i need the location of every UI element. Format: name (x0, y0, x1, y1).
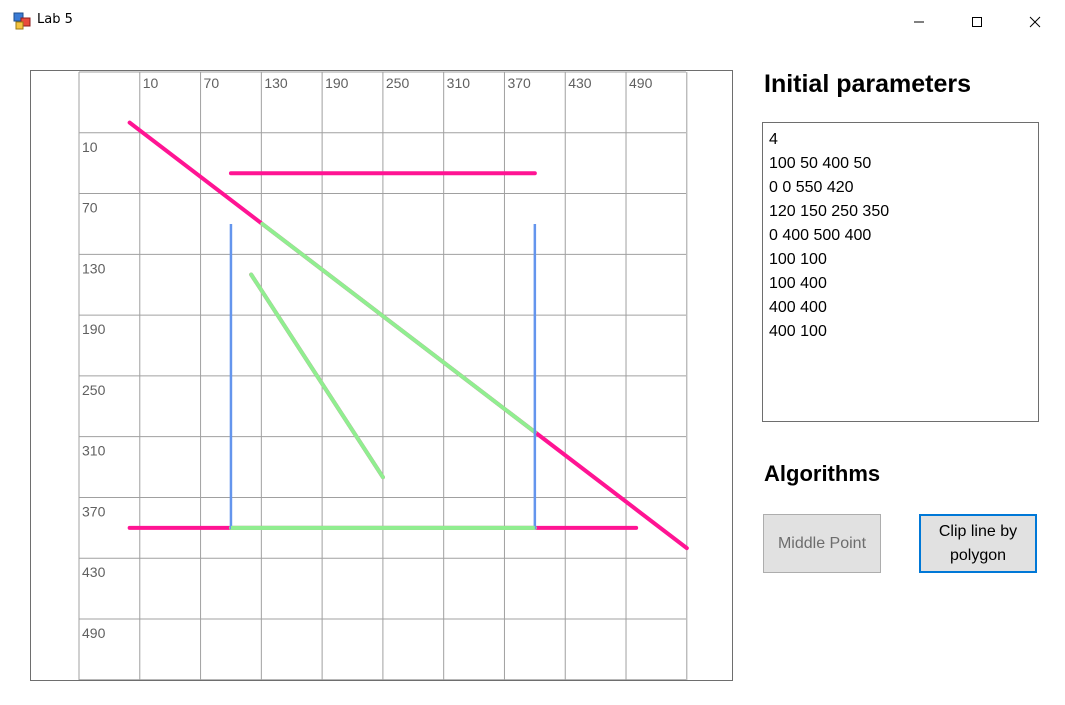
x-tick-label: 430 (568, 75, 592, 91)
initial-parameters-heading: Initial parameters (764, 70, 972, 98)
x-tick-label: 310 (447, 75, 471, 91)
clip-line-by-polygon-button[interactable]: Clip line by polygon (919, 514, 1037, 573)
title-bar: Lab 5 (0, 0, 1065, 44)
x-tick-label: 130 (264, 75, 288, 91)
minimize-icon (914, 21, 924, 23)
parameter-line: 120 150 250 350 (769, 203, 890, 220)
minimize-button[interactable] (890, 0, 948, 44)
app-icon (13, 12, 31, 30)
y-tick-label: 130 (82, 260, 106, 276)
parameters-textbox[interactable]: 4 100 50 400 50 0 0 550 420 120 150 250 350… (762, 122, 1039, 422)
clip-label: Clip line by polygon (938, 522, 1018, 564)
x-tick-label: 70 (204, 75, 220, 91)
y-tick-label: 10 (82, 139, 98, 155)
parameter-line: 4 (769, 131, 778, 148)
parameter-line: 400 400 (769, 299, 827, 316)
y-tick-label: 370 (82, 503, 106, 519)
parameter-line: 100 100 (769, 251, 827, 268)
algorithms-heading: Algorithms (764, 461, 881, 486)
parameter-line: 0 400 500 400 (769, 227, 872, 244)
y-tick-label: 70 (82, 200, 98, 216)
x-tick-label: 190 (325, 75, 349, 91)
maximize-icon (972, 17, 982, 27)
clipping-plot: 10 70 130 190 250 310 370 430 490 10 70 130 190 250 31… (78, 71, 689, 680)
middle-point-label: Middle Point (777, 534, 867, 552)
parameter-line: 0 0 550 420 (769, 179, 854, 196)
middle-point-button[interactable]: Middle Point (763, 514, 881, 573)
y-tick-label: 310 (82, 443, 106, 459)
x-tick-label: 250 (386, 75, 410, 91)
drawing-canvas: 10 70 130 190 250 310 370 430 490 10 70 130 190 250 31… (30, 70, 733, 681)
x-tick-label: 490 (629, 75, 653, 91)
close-icon (1029, 16, 1041, 28)
y-tick-label: 250 (82, 382, 106, 398)
window-title: Lab 5 (37, 12, 73, 27)
x-tick-label: 10 (143, 75, 159, 91)
y-tick-label: 190 (82, 321, 106, 337)
maximize-button[interactable] (948, 0, 1006, 44)
y-tick-label: 430 (82, 564, 106, 580)
clipped-segment (249, 272, 385, 480)
y-tick-label: 490 (82, 625, 106, 641)
parameter-line: 100 50 400 50 (769, 155, 872, 172)
x-tick-label: 370 (507, 75, 531, 91)
parameter-line: 100 400 (769, 275, 827, 292)
clipped-segment (260, 221, 537, 435)
parameter-line: 400 100 (769, 323, 827, 340)
close-button[interactable] (1006, 0, 1064, 44)
